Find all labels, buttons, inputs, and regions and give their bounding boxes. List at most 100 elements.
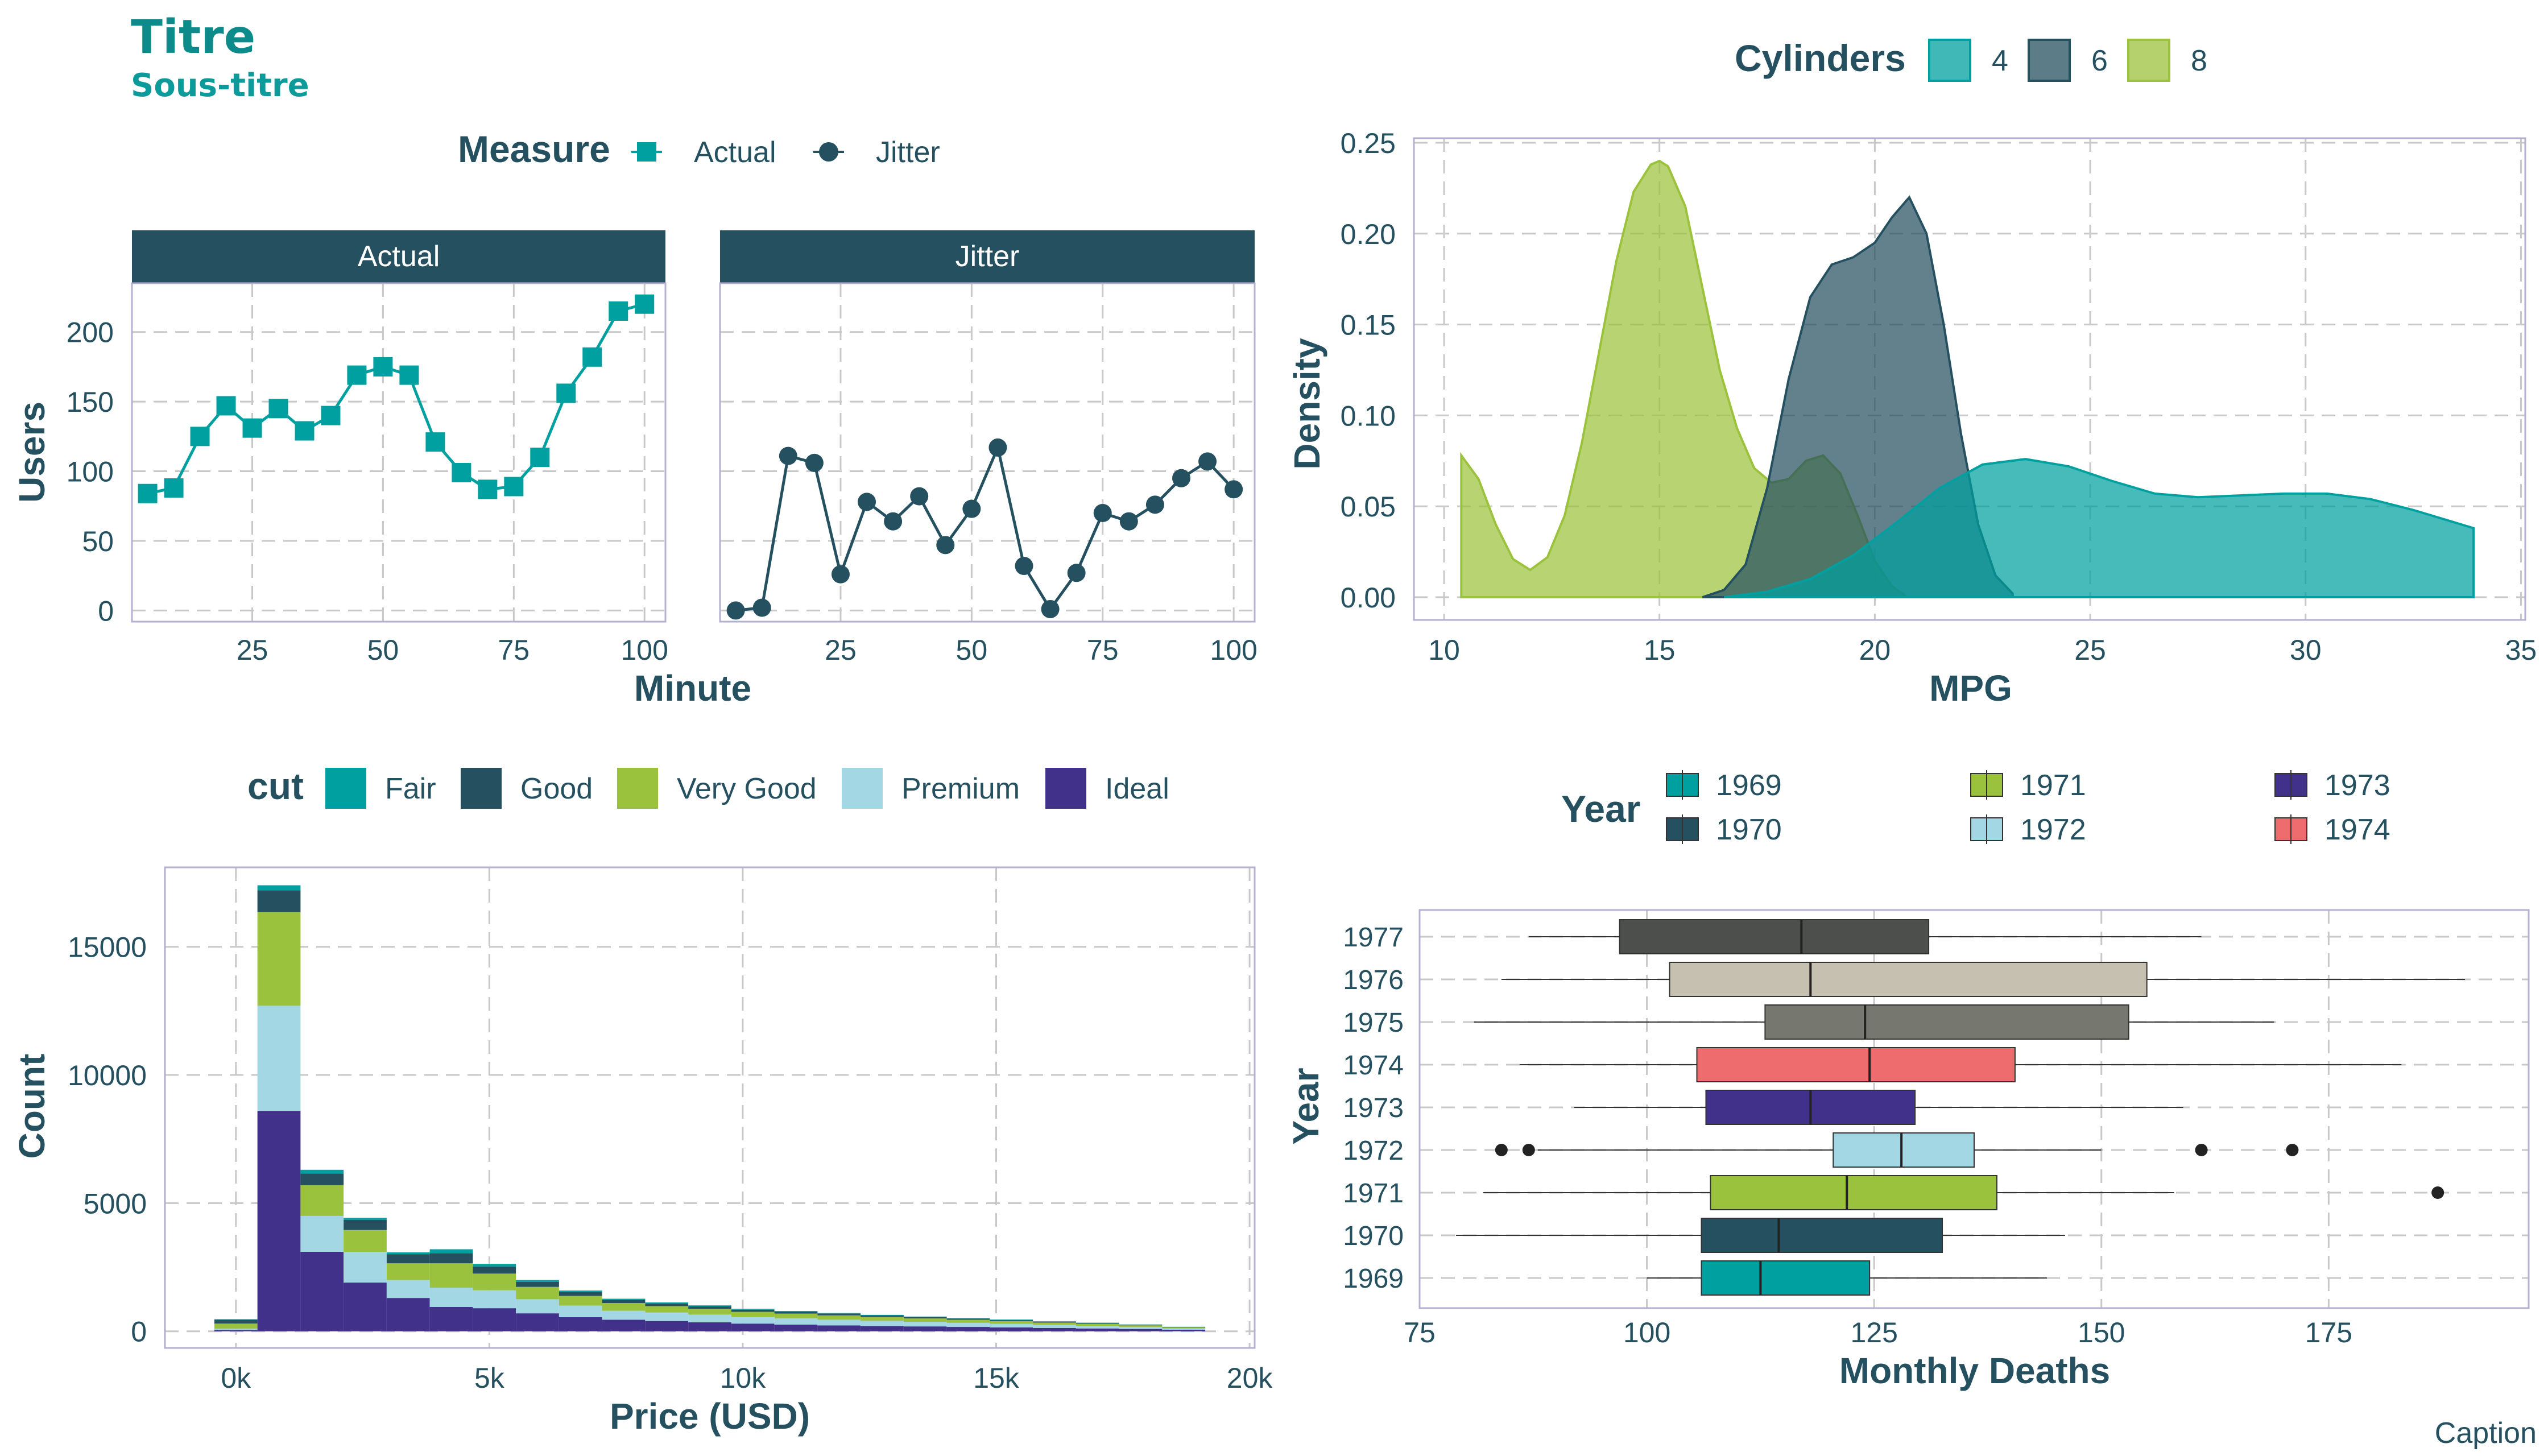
x-tick-label: 75 [498, 634, 530, 666]
hist-bar-good [990, 1320, 1033, 1321]
hist-bar-ideal [300, 1252, 344, 1331]
data-point-circle [884, 512, 903, 531]
y-tick-label: 1971 [1343, 1178, 1404, 1209]
box-body [1710, 1175, 1997, 1210]
data-point-circle [1067, 564, 1086, 582]
hist-bar-very-good [1162, 1327, 1206, 1329]
hist-bar-fair [602, 1298, 646, 1300]
legend-key-swatch [2127, 39, 2170, 82]
hist-bar-fair [386, 1252, 430, 1255]
hist-bar-fair [516, 1280, 559, 1282]
legend-label: Fair [385, 772, 436, 805]
legend-label: Good [520, 772, 593, 805]
box-1971 [1483, 1175, 2444, 1210]
hist-bar-fair [1033, 1321, 1076, 1322]
y-tick-label: 1969 [1343, 1264, 1404, 1294]
legend-key-circle-icon [819, 142, 838, 162]
box-1969 [1647, 1260, 2047, 1296]
hist-bar-ideal [1162, 1330, 1206, 1331]
hist-bar-fair [300, 1169, 344, 1174]
hist-bar-fair [344, 1218, 387, 1220]
legend-label: 8 [2191, 44, 2207, 77]
x-axis-label: Monthly Deaths [1839, 1350, 2110, 1391]
y-tick-label: 200 [67, 317, 114, 349]
hist-bar-premium [516, 1299, 559, 1314]
box-1977 [1528, 919, 2202, 954]
legend-cut: cut Fair Good Very Good Premium Ideal [247, 765, 1169, 809]
legend-label: 1970 [1716, 813, 1782, 846]
hist-bar-ideal [1076, 1328, 1119, 1331]
y-tick-label: 100 [67, 456, 114, 488]
data-point-square [190, 427, 210, 446]
x-tick-label: 25 [825, 634, 857, 666]
y-tick-label: 0.15 [1341, 309, 1396, 341]
hist-bar-good [300, 1173, 344, 1185]
line-frame [131, 282, 667, 623]
hist-bar-ideal [429, 1306, 473, 1331]
hist-bar-ideal [602, 1320, 646, 1331]
legend-year: Year196919701971197219731974197519761977 [1561, 769, 2390, 846]
x-tick-label: 100 [1623, 1317, 1670, 1349]
density-chart-panel: Cylinders 4 6 8 0.00 0.05 0.10 0.15 0.20 0.25 10 15… [1287, 37, 2537, 709]
hist-bar-premium [1119, 1327, 1163, 1329]
hist-bar-premium [946, 1322, 990, 1327]
hist-bar-very-good [602, 1303, 646, 1311]
data-point-square [504, 477, 524, 497]
hist-bar-good [344, 1219, 387, 1230]
hist-bar-ideal [645, 1321, 689, 1331]
hist-bar-premium [473, 1290, 516, 1309]
legend-cylinders: Cylinders 4 6 8 [1735, 37, 2207, 82]
box-body [1619, 919, 1930, 954]
legend-title: Cylinders [1735, 37, 1906, 79]
data-point-circle [1015, 557, 1033, 576]
x-tick-label: 20k [1227, 1362, 1273, 1394]
hist-bar-very-good [300, 1185, 344, 1216]
density-area-cyl-4 [1724, 458, 2475, 599]
data-point-square [452, 463, 471, 483]
hist-bar-good [516, 1281, 559, 1287]
hist-bar-very-good [903, 1318, 947, 1322]
hist-bar-good [774, 1312, 818, 1314]
hist-bar-premium [257, 1006, 301, 1111]
data-point-square [582, 347, 602, 367]
box-body [1701, 1218, 1943, 1253]
legend-label: 1974 [2324, 813, 2390, 846]
legend-label: Actual [694, 136, 776, 169]
hist-bar-good [602, 1300, 646, 1304]
data-point-square [347, 365, 367, 385]
legend-key: 1973 [2274, 769, 2390, 802]
hist-bar-fair [774, 1311, 818, 1312]
hist-bar-fair [473, 1264, 516, 1267]
hist-bar-premium [559, 1305, 602, 1317]
y-tick-label: 1977 [1343, 923, 1404, 953]
legend-label: 1969 [1716, 769, 1782, 802]
hist-bar-ideal [946, 1327, 990, 1331]
hist-bar-ideal [344, 1283, 387, 1331]
x-axis-label: MPG [1929, 668, 2012, 709]
legend-label: Premium [901, 772, 1020, 805]
hist-bar-premium [731, 1317, 775, 1324]
legend-key-swatch [842, 768, 883, 809]
hist-bar-very-good [1033, 1322, 1076, 1325]
x-tick-label: 175 [2305, 1317, 2352, 1349]
hist-bar-very-good [1119, 1325, 1163, 1327]
box-1972 [1495, 1132, 2299, 1168]
data-point-circle [1198, 452, 1217, 471]
hist-bar-good [559, 1292, 602, 1296]
hist-bar-good [473, 1266, 516, 1274]
hist-bar-ideal [731, 1323, 775, 1331]
facet-strip-label: Jitter [956, 240, 1020, 273]
hist-bar-ideal [473, 1308, 516, 1331]
hist-bar-premium [774, 1318, 818, 1325]
box-1975 [1474, 1004, 2274, 1040]
box-1974 [1519, 1047, 2402, 1082]
data-point-square [164, 478, 184, 498]
x-tick-label: 30 [2290, 634, 2322, 666]
hist-bar-very-good [946, 1320, 990, 1323]
data-point-circle [831, 565, 850, 584]
hist-bar-very-good [731, 1312, 775, 1317]
legend-key: 1969 [1666, 769, 1782, 802]
y-tick-label: 15000 [68, 932, 147, 963]
facet-strip [720, 230, 1255, 283]
x-axis-label: Price (USD) [610, 1396, 810, 1437]
